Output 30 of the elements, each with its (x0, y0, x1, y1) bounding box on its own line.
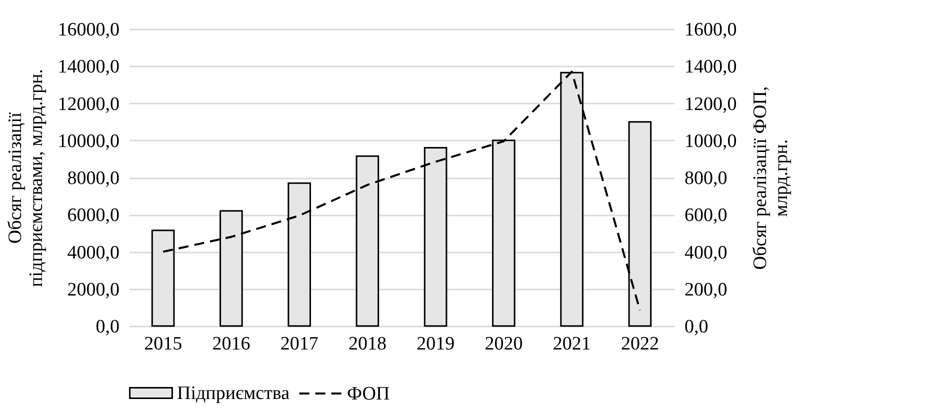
legend-label: ФОП (347, 384, 390, 404)
y-tick-label: 16000,0 (58, 20, 120, 40)
y2-tick-label: 0,0 (684, 316, 708, 338)
y-tick-label: 10000,0 (58, 130, 120, 152)
y-tick-label: 6000,0 (67, 205, 120, 226)
y-tick-label: 12000,0 (58, 94, 120, 115)
y2-axis-title: Обсяг реалізації ФОП, млрд.грн. (750, 86, 792, 270)
y2-tick-label: 400,0 (684, 242, 728, 264)
y-axis-title: Обсяг реалізації підприємствами, млрд.грн. (4, 68, 47, 288)
x-tick-label: 2015 (144, 334, 182, 354)
y-tick-label: 0,0 (96, 316, 120, 338)
x-tick-label: 2019 (416, 334, 455, 354)
x-tick-label: 2021 (552, 334, 591, 354)
y2-tick-label: 1200,0 (684, 94, 737, 115)
y-tick-label: 8000,0 (67, 168, 120, 189)
x-tick-label: 2022 (620, 334, 659, 354)
x-tick-label: 2017 (280, 334, 318, 354)
x-tick-label: 2018 (348, 334, 386, 354)
y-tick-label: 2000,0 (67, 279, 120, 300)
y2-tick-label: 800,0 (684, 168, 728, 189)
y2-tick-label: 200,0 (684, 279, 728, 300)
x-tick-label: 2020 (484, 334, 523, 354)
y-tick-label: 4000,0 (67, 242, 120, 264)
y-tick-label: 14000,0 (58, 56, 120, 78)
y2-tick-label: 600,0 (684, 205, 728, 226)
y2-tick-label: 1400,0 (684, 56, 737, 78)
x-tick-label: 2016 (212, 334, 250, 354)
y2-tick-label: 1000,0 (684, 130, 737, 152)
y2-tick-label: 1600,0 (684, 20, 737, 40)
legend-label: Підприємства (177, 383, 290, 404)
